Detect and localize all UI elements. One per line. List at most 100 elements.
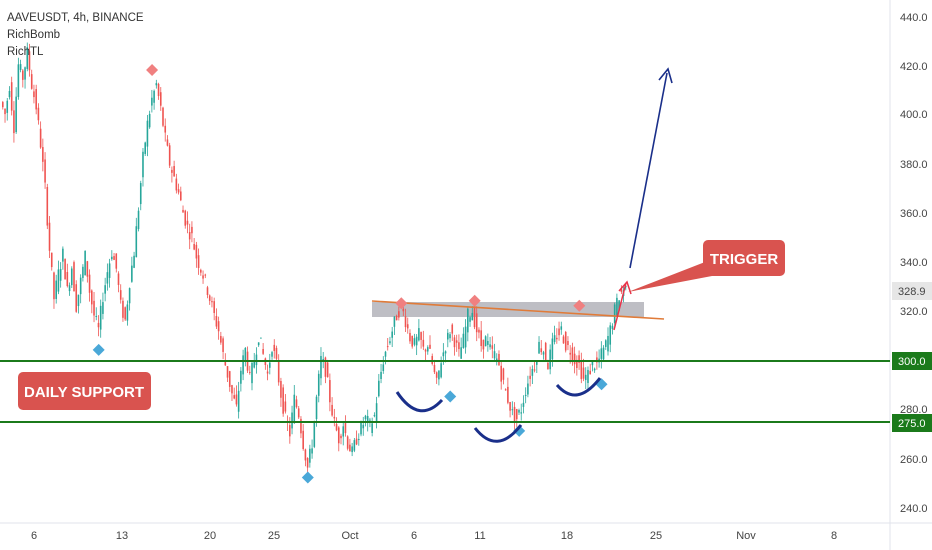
candle-body[interactable] [293,394,296,423]
candle-body[interactable] [266,371,269,374]
candle-body[interactable] [491,345,494,349]
candle-body[interactable] [475,313,478,333]
candle-body[interactable] [573,353,576,365]
candle-body[interactable] [513,406,516,422]
candle-body[interactable] [269,362,271,368]
candle-body[interactable] [489,344,491,348]
candle-body[interactable] [320,355,322,379]
candle-body[interactable] [86,261,89,277]
candle-body[interactable] [498,353,500,366]
candle-body[interactable] [113,256,115,260]
candle-body[interactable] [68,285,71,292]
candle-body[interactable] [37,107,40,121]
candle-body[interactable] [391,331,393,338]
candle-body[interactable] [197,255,200,268]
candle-body[interactable] [146,120,149,147]
candle-body[interactable] [596,357,598,363]
candle-body[interactable] [518,409,520,413]
y-axis[interactable]: 440.0 420.0 400.0 380.0 360.0 340.0 320.… [900,12,928,515]
candle-body[interactable] [469,317,471,322]
candle-body[interactable] [611,325,614,329]
candle-body[interactable] [353,440,356,451]
candle-body[interactable] [406,324,409,329]
candle-body[interactable] [46,187,49,226]
candle-body[interactable] [589,370,591,375]
candle-body[interactable] [166,139,169,146]
candle-body[interactable] [384,351,387,357]
candle-body[interactable] [248,371,251,373]
candle-body[interactable] [157,83,160,97]
candle-body[interactable] [351,446,353,453]
candle-body[interactable] [126,304,129,321]
candle-body[interactable] [171,169,173,173]
candle-body[interactable] [226,366,229,378]
candle-body[interactable] [33,91,35,98]
candle-body[interactable] [244,347,247,362]
candle-body[interactable] [380,371,382,379]
candle-body[interactable] [511,409,514,411]
price-tag-current[interactable]: 328.9 [892,282,932,300]
candle-body[interactable] [567,341,569,346]
candle-body[interactable] [504,389,507,391]
candle-body[interactable] [378,380,380,397]
candle-body[interactable] [382,364,385,371]
candle-body[interactable] [409,332,411,342]
bottom-marker-diamond[interactable] [92,343,105,356]
candle-body[interactable] [531,368,534,376]
candle-body[interactable] [616,297,618,316]
candle-body[interactable] [99,305,102,330]
candle-body[interactable] [553,335,556,342]
top-marker-diamond[interactable] [395,297,408,310]
candle-body[interactable] [331,404,333,416]
candle-body[interactable] [251,362,253,384]
candle-body[interactable] [542,352,545,355]
candle-body[interactable] [119,290,122,300]
candle-body[interactable] [220,336,222,343]
candle-body[interactable] [536,362,538,365]
candle-body[interactable] [151,97,153,106]
candle-body[interactable] [560,326,563,330]
candle-body[interactable] [271,352,273,357]
candle-body[interactable] [340,435,342,439]
price-tag-support-upper[interactable]: 300.0 [892,352,932,370]
candle-body[interactable] [144,142,146,154]
candle-body[interactable] [520,412,523,414]
candle-body[interactable] [607,335,609,352]
candle-body[interactable] [128,288,131,304]
candle-body[interactable] [451,324,454,334]
candle-body[interactable] [609,325,612,345]
candle-body[interactable] [235,394,238,405]
candle-body[interactable] [304,449,307,461]
candle-body[interactable] [133,255,135,268]
candle-body[interactable] [106,272,109,284]
candle-body[interactable] [346,436,349,449]
indicator-richtl[interactable]: RichTL [7,46,44,58]
candle-body[interactable] [195,244,198,259]
candle-body[interactable] [398,311,400,318]
candle-body[interactable] [35,89,37,110]
candle-body[interactable] [240,370,242,384]
candle-body[interactable] [95,315,98,317]
candle-body[interactable] [131,265,133,282]
candle-body[interactable] [386,346,389,348]
candle-body[interactable] [228,371,231,387]
candle-body[interactable] [344,422,347,434]
candle-body[interactable] [460,347,462,359]
candle-body[interactable] [458,342,460,350]
candle-body[interactable] [540,348,543,353]
top-marker-diamond[interactable] [573,299,586,312]
candle-body[interactable] [402,308,405,312]
candle-body[interactable] [242,355,244,375]
trigger-callout[interactable]: TRIGGER [628,240,785,292]
candle-body[interactable] [442,352,445,357]
candle-body[interactable] [587,369,589,384]
candle-body[interactable] [148,113,151,128]
candle-body[interactable] [418,328,420,341]
candle-body[interactable] [88,274,91,293]
candle-body[interactable] [313,421,316,447]
candle-body[interactable] [358,439,360,441]
candle-body[interactable] [471,312,474,321]
candle-body[interactable] [478,329,480,333]
candle-body[interactable] [306,457,309,468]
candle-body[interactable] [186,220,189,225]
